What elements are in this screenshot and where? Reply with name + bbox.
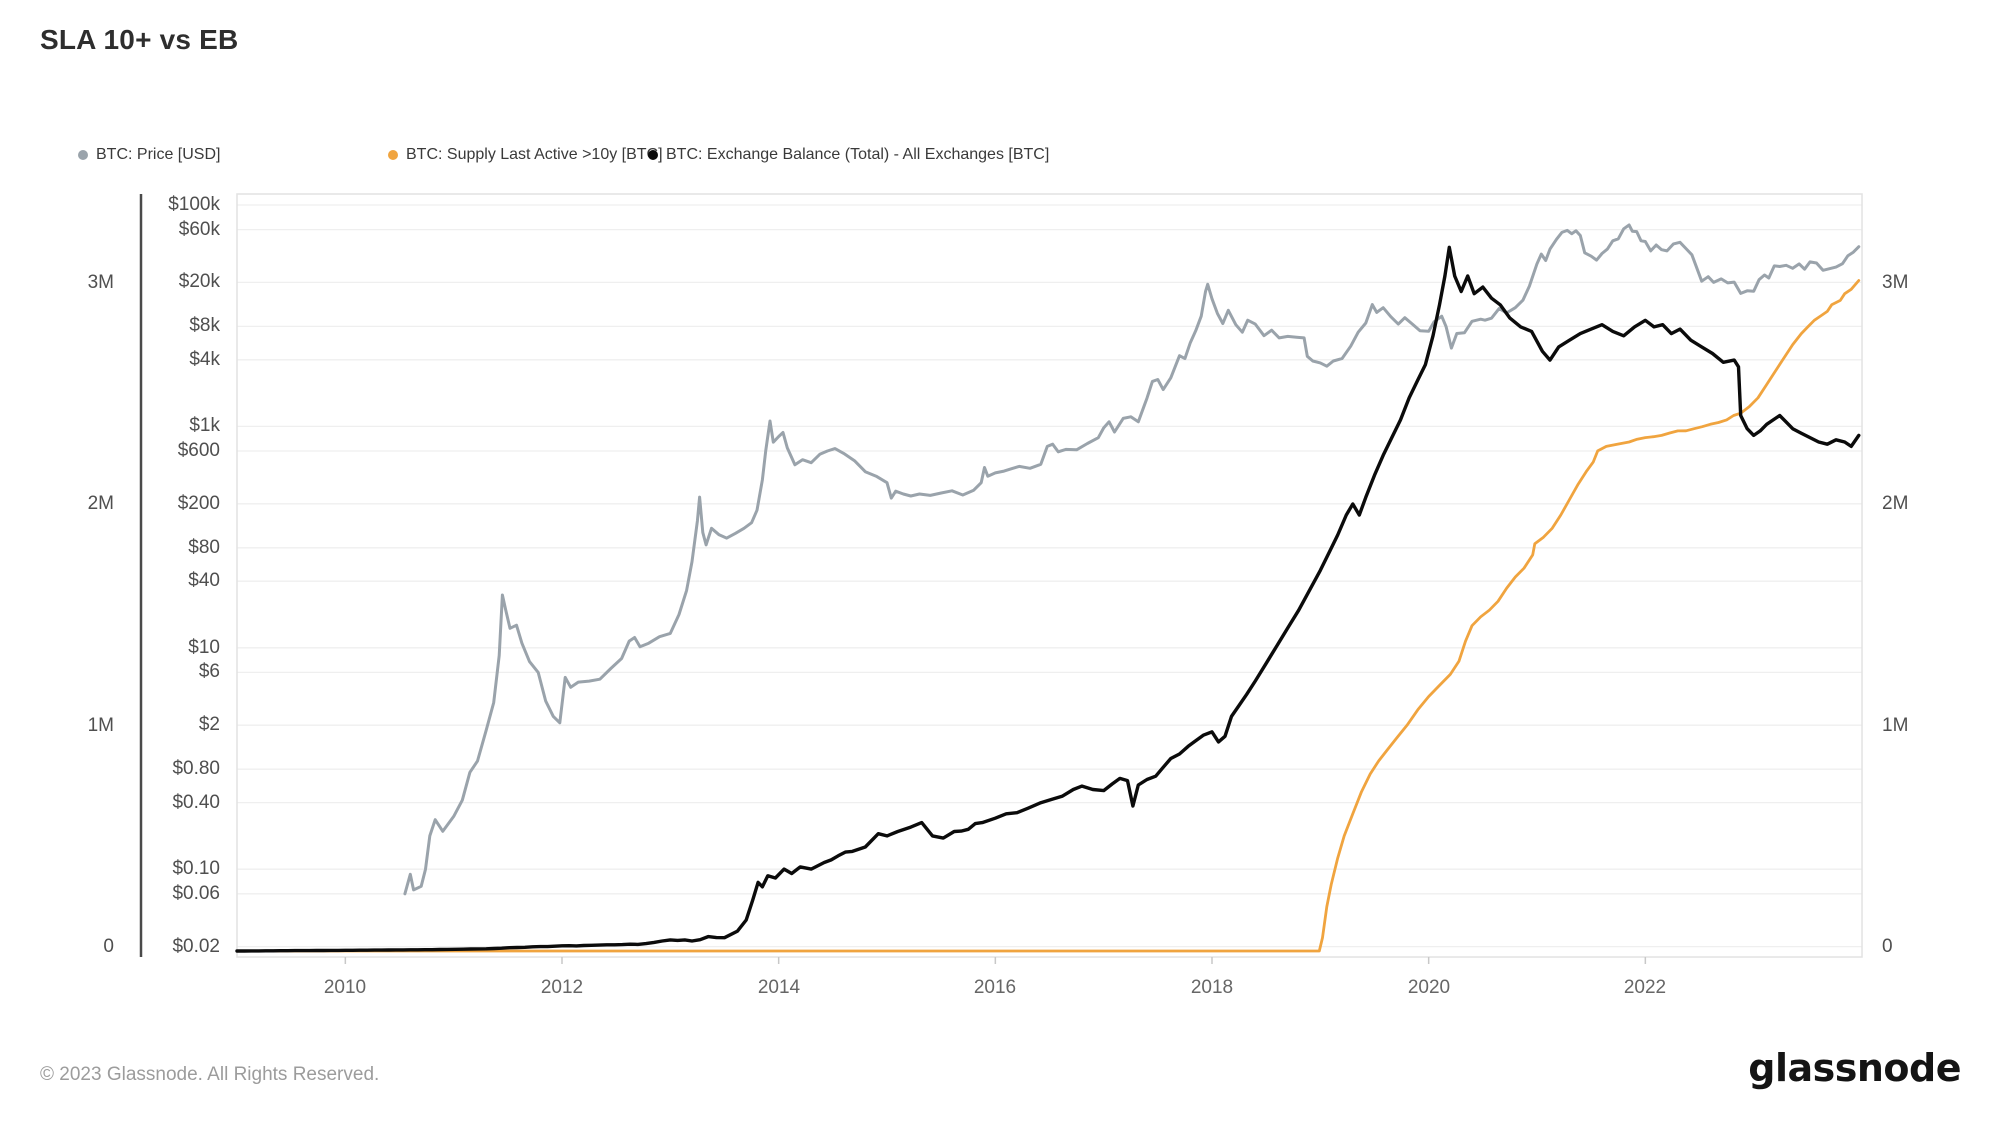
series-line-1 — [235, 279, 1861, 953]
glassnode-logo: glassnode — [1748, 1046, 1961, 1090]
supply-series-dot-icon — [388, 150, 398, 160]
legend-item-supply-last-active: BTC: Supply Last Active >10y [BTC] — [388, 146, 663, 164]
legend-item-label: BTC: Exchange Balance (Total) - All Exch… — [666, 146, 1050, 163]
series-line-2 — [235, 245, 1861, 953]
price-series-dot-icon — [78, 150, 88, 160]
legend-item-label: BTC: Supply Last Active >10y [BTC] — [406, 146, 663, 163]
plot-border — [236, 193, 1863, 958]
legend-item-label: BTC: Price [USD] — [96, 146, 221, 163]
chart-legend: BTC: Price [USD] BTC: Supply Last Active… — [0, 146, 2001, 170]
legend-item-exchange-balance: BTC: Exchange Balance (Total) - All Exch… — [648, 146, 1049, 164]
series-line-0 — [403, 223, 1861, 896]
legend-item-price: BTC: Price [USD] — [78, 146, 220, 164]
copyright-text: © 2023 Glassnode. All Rights Reserved. — [40, 1064, 380, 1085]
exchange-series-dot-icon — [648, 150, 658, 160]
page-title: SLA 10+ vs EB — [40, 24, 239, 55]
